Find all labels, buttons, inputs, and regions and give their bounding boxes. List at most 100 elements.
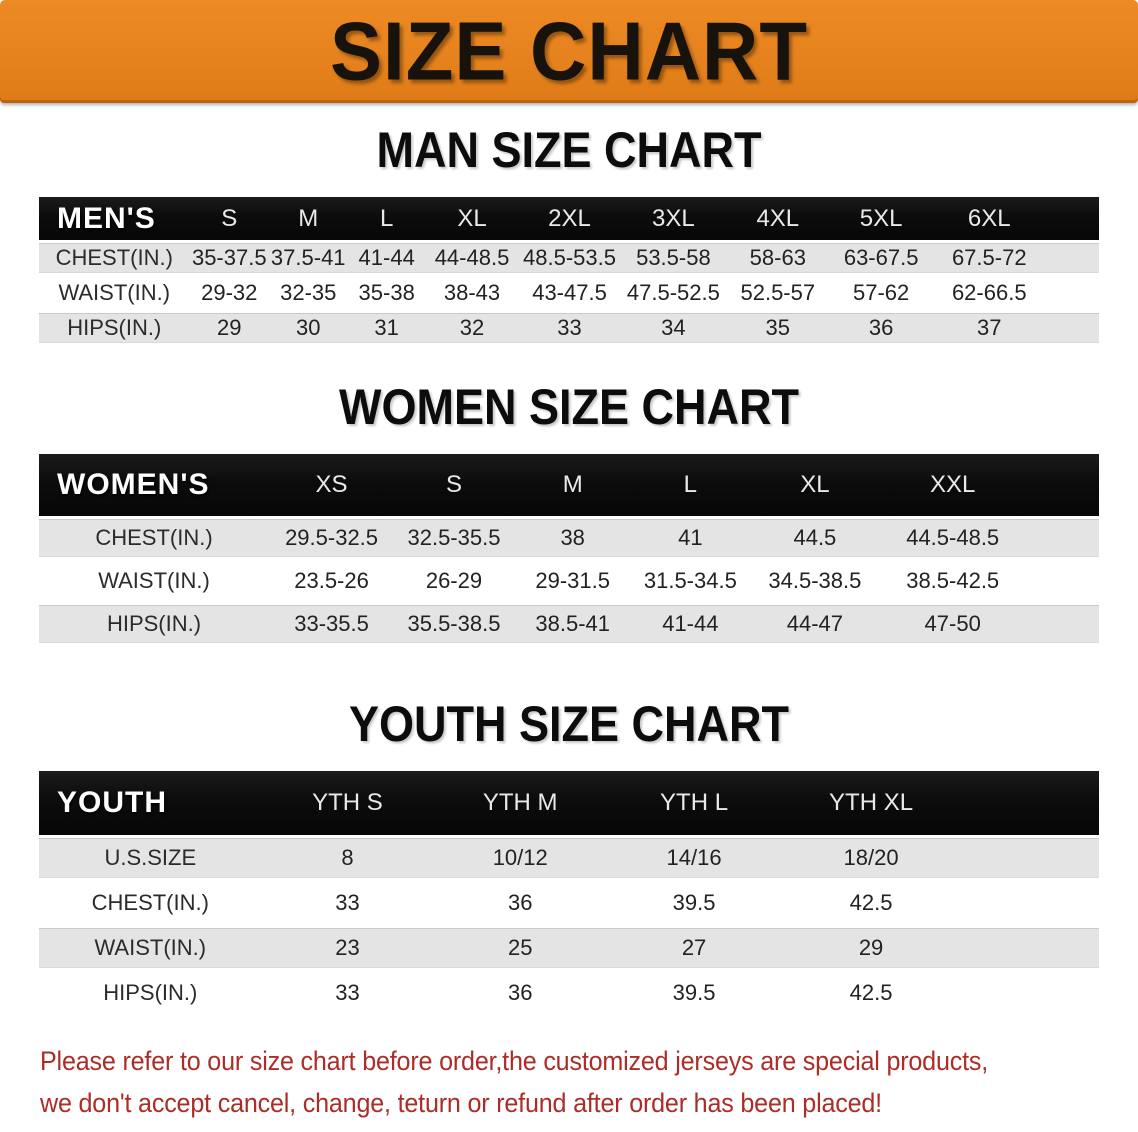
spacer-cell — [961, 835, 1099, 880]
size-value-cell: 25 — [433, 925, 608, 970]
size-value-cell: 47-50 — [880, 602, 1025, 645]
table-group-label: WOMEN'S — [39, 454, 270, 516]
size-value-cell: 39.5 — [607, 970, 781, 1015]
size-value-cell: 8 — [261, 835, 434, 880]
spacer-cell — [1024, 516, 1099, 559]
size-value-cell: 39.5 — [607, 880, 781, 925]
size-value-cell: 31 — [347, 310, 426, 345]
size-value-cell: 23 — [261, 925, 434, 970]
size-value-cell: 36 — [433, 880, 608, 925]
size-column-header: YTH M — [433, 771, 608, 835]
table-header-row: WOMEN'S XS S M L XL XXL — [39, 454, 1099, 516]
size-value-cell: 38.5-42.5 — [880, 559, 1025, 602]
size-value-cell: 44-48.5 — [425, 240, 519, 275]
size-column-header: L — [347, 197, 426, 240]
size-value-cell: 53.5-58 — [620, 240, 726, 275]
size-column-header: 2XL — [518, 197, 621, 240]
size-column-header: 5XL — [829, 197, 933, 240]
size-value-cell: 33-35.5 — [269, 602, 395, 645]
row-label: CHEST(IN.) — [39, 240, 190, 275]
row-label: WAIST(IN.) — [39, 925, 262, 970]
size-value-cell: 35 — [725, 310, 830, 345]
table-header-row: YOUTH YTH S YTH M YTH L YTH XL — [39, 771, 1099, 835]
size-value-cell: 62-66.5 — [932, 275, 1046, 310]
section-heading-women: WOMEN SIZE CHART — [0, 377, 1138, 435]
size-value-cell: 44.5 — [749, 516, 881, 559]
row-label: CHEST(IN.) — [39, 516, 270, 559]
spacer-cell — [1045, 240, 1099, 275]
size-value-cell: 10/12 — [433, 835, 608, 880]
table-row: CHEST(IN.) 35-37.5 37.5-41 41-44 44-48.5 48.5… — [39, 240, 1099, 275]
table-group-label: MEN'S — [39, 197, 190, 240]
size-value-cell: 57-62 — [829, 275, 933, 310]
youth-size-chart-title: YOUTH SIZE CHART — [348, 694, 789, 752]
size-chart-banner: SIZE CHART — [0, 0, 1138, 103]
spacer-cell — [1024, 454, 1099, 516]
size-value-cell: 33 — [261, 970, 434, 1015]
size-column-header: YTH L — [607, 771, 781, 835]
spacer-cell — [961, 970, 1099, 1015]
size-value-cell: 32-35 — [269, 275, 348, 310]
table-group-label: YOUTH — [39, 771, 262, 835]
women-size-chart-title: WOMEN SIZE CHART — [339, 377, 799, 435]
size-value-cell: 44.5-48.5 — [880, 516, 1025, 559]
section-heading-youth: YOUTH SIZE CHART — [0, 694, 1138, 752]
size-value-cell: 18/20 — [780, 835, 962, 880]
size-value-cell: 36 — [433, 970, 608, 1015]
size-value-cell: 38.5-41 — [513, 602, 632, 645]
size-value-cell: 47.5-52.5 — [620, 275, 726, 310]
size-value-cell: 31.5-34.5 — [631, 559, 750, 602]
size-value-cell: 32 — [425, 310, 519, 345]
size-column-header: XS — [269, 454, 395, 516]
size-value-cell: 67.5-72 — [932, 240, 1046, 275]
row-label: WAIST(IN.) — [39, 559, 270, 602]
spacer-cell — [1045, 197, 1099, 240]
size-value-cell: 33 — [261, 880, 434, 925]
table-row: WAIST(IN.) 23.5-26 26-29 29-31.5 31.5-34.5 34… — [39, 559, 1099, 602]
table-row: CHEST(IN.) 29.5-32.5 32.5-35.5 38 41 44.5 44.5… — [39, 516, 1099, 559]
size-value-cell: 44-47 — [749, 602, 881, 645]
size-column-header: M — [513, 454, 632, 516]
size-column-header: 4XL — [725, 197, 830, 240]
spacer-cell — [961, 925, 1099, 970]
row-label: U.S.SIZE — [39, 835, 262, 880]
spacer-cell — [1045, 310, 1099, 345]
size-value-cell: 29-31.5 — [513, 559, 632, 602]
size-column-header: 6XL — [932, 197, 1046, 240]
size-value-cell: 29.5-32.5 — [269, 516, 395, 559]
size-column-header: L — [631, 454, 750, 516]
size-value-cell: 38 — [513, 516, 632, 559]
size-column-header: S — [394, 454, 514, 516]
size-value-cell: 36 — [829, 310, 933, 345]
row-label: HIPS(IN.) — [39, 602, 270, 645]
row-label: HIPS(IN.) — [39, 970, 262, 1015]
size-value-cell: 26-29 — [394, 559, 514, 602]
size-value-cell: 37 — [932, 310, 1046, 345]
table-header-row: MEN'S S M L XL 2XL 3XL 4XL 5XL 6XL — [39, 197, 1099, 240]
row-label: CHEST(IN.) — [39, 880, 262, 925]
table-row: CHEST(IN.) 33 36 39.5 42.5 — [39, 880, 1099, 925]
size-value-cell: 38-43 — [425, 275, 519, 310]
size-value-cell: 35-38 — [347, 275, 426, 310]
table-row: HIPS(IN.) 29 30 31 32 33 34 35 36 37 — [39, 310, 1099, 345]
spacer-cell — [1045, 275, 1099, 310]
size-column-header: M — [269, 197, 348, 240]
size-value-cell: 52.5-57 — [725, 275, 830, 310]
spacer-cell — [961, 880, 1099, 925]
size-value-cell: 27 — [607, 925, 781, 970]
spacer-cell — [1024, 559, 1099, 602]
table-row: WAIST(IN.) 29-32 32-35 35-38 38-43 43-47.5 47.… — [39, 275, 1099, 310]
row-label: WAIST(IN.) — [39, 275, 190, 310]
women-size-table: WOMEN'S XS S M L XL XXL CHEST(IN.) 29.5-32.5 32.5… — [39, 454, 1099, 645]
table-row: HIPS(IN.) 33 36 39.5 42.5 — [39, 970, 1099, 1015]
table-row: HIPS(IN.) 33-35.5 35.5-38.5 38.5-41 41-44 44-… — [39, 602, 1099, 645]
size-column-header: 3XL — [620, 197, 726, 240]
row-label: HIPS(IN.) — [39, 310, 190, 345]
section-heading-man: MAN SIZE CHART — [0, 123, 1138, 177]
size-value-cell: 48.5-53.5 — [518, 240, 621, 275]
size-value-cell: 34.5-38.5 — [749, 559, 881, 602]
spacer-cell — [1024, 602, 1099, 645]
size-value-cell: 41-44 — [347, 240, 426, 275]
size-column-header: YTH S — [261, 771, 434, 835]
size-value-cell: 42.5 — [780, 970, 962, 1015]
